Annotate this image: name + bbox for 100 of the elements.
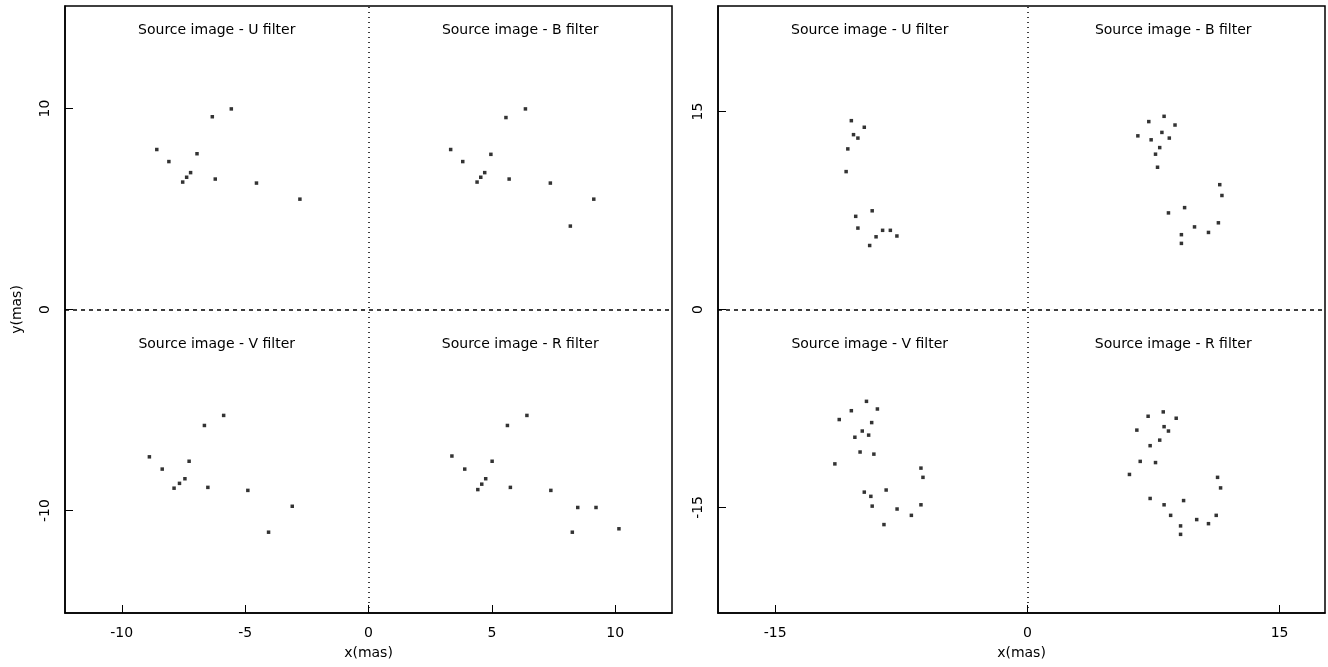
- point: [1138, 459, 1142, 464]
- point: [1214, 513, 1218, 518]
- point: [548, 181, 553, 185]
- annotation: Source image - B filter: [1094, 21, 1252, 37]
- point: [869, 494, 873, 499]
- point: [846, 147, 850, 151]
- annotation: Source image - U filter: [791, 21, 949, 37]
- x-axis-title: x(mas): [997, 644, 1046, 660]
- point: [833, 462, 837, 466]
- point: [1162, 424, 1166, 429]
- point: [1218, 486, 1223, 490]
- point: [856, 226, 860, 230]
- point: [1174, 416, 1178, 420]
- x-tick-label: 5: [487, 624, 497, 640]
- point: [206, 485, 210, 490]
- point: [844, 169, 848, 174]
- point: [875, 407, 880, 411]
- point: [884, 488, 888, 492]
- point: [504, 115, 508, 120]
- point: [525, 413, 529, 418]
- point: [1216, 221, 1221, 225]
- point: [1136, 134, 1140, 138]
- point: [195, 151, 199, 156]
- annotation: Source image - R filter: [1094, 334, 1252, 351]
- point: [1149, 138, 1153, 142]
- point: [254, 181, 259, 185]
- point: [167, 159, 171, 164]
- point: [187, 459, 191, 463]
- y-tick-label: 0: [36, 305, 52, 314]
- point: [919, 503, 923, 507]
- x-tick-label: -5: [238, 624, 253, 640]
- annotation: Source image - B filter: [441, 21, 599, 37]
- point: [1147, 119, 1151, 124]
- point: [180, 180, 185, 184]
- point: [266, 530, 271, 534]
- point: [450, 454, 454, 458]
- y-tick-label: 10: [36, 99, 52, 118]
- x-tick-label: -15: [763, 624, 787, 640]
- point: [155, 147, 159, 152]
- point: [921, 475, 925, 480]
- point: [895, 234, 899, 238]
- point: [866, 433, 871, 437]
- y-tick-label: -15: [689, 496, 705, 519]
- point: [1160, 130, 1164, 135]
- x-tick-label: 0: [364, 624, 373, 640]
- point: [229, 107, 234, 111]
- point: [462, 467, 467, 471]
- point: [1135, 428, 1139, 432]
- point: [858, 450, 862, 454]
- point: [523, 107, 528, 111]
- point: [853, 435, 857, 439]
- point: [476, 487, 480, 492]
- point: [479, 175, 483, 179]
- point: [594, 505, 598, 510]
- point: [1220, 193, 1224, 198]
- point: [1148, 496, 1152, 501]
- point: [919, 466, 923, 470]
- point: [874, 235, 878, 239]
- point: [1166, 211, 1171, 215]
- point: [1166, 429, 1171, 433]
- point: [856, 136, 860, 140]
- point: [160, 467, 164, 471]
- x-tick-label: -10: [110, 624, 134, 640]
- point: [480, 482, 484, 486]
- point: [617, 527, 621, 531]
- annotation: Source image - V filter: [138, 334, 296, 351]
- point: [1146, 414, 1150, 418]
- point: [837, 417, 841, 422]
- point: [184, 175, 189, 179]
- y-axis-title: y(mas): [8, 285, 24, 334]
- point: [1153, 152, 1158, 156]
- point: [895, 507, 899, 511]
- point: [1162, 503, 1166, 507]
- point: [489, 152, 493, 157]
- point: [1162, 114, 1166, 119]
- annotation: Source image - R filter: [441, 334, 599, 351]
- y-tick-label: -10: [36, 499, 52, 522]
- x-tick-label: 15: [1270, 624, 1289, 640]
- point: [1173, 123, 1177, 127]
- point: [872, 452, 876, 456]
- point: [568, 224, 573, 228]
- point: [549, 488, 553, 493]
- point: [172, 486, 176, 490]
- point: [882, 522, 886, 527]
- x-axis-title: x(mas): [344, 644, 393, 660]
- point: [1148, 443, 1152, 448]
- x-tick-label: 10: [606, 624, 625, 640]
- point: [592, 197, 596, 201]
- point: [862, 490, 867, 494]
- point: [870, 504, 874, 508]
- point: [570, 530, 575, 534]
- point: [475, 180, 479, 184]
- point: [1161, 410, 1165, 414]
- point: [507, 177, 511, 181]
- annotation: Source image - V filter: [791, 334, 949, 351]
- point: [213, 177, 218, 181]
- point: [1192, 225, 1197, 229]
- point: [870, 209, 874, 213]
- point: [1178, 524, 1183, 528]
- point: [298, 197, 302, 201]
